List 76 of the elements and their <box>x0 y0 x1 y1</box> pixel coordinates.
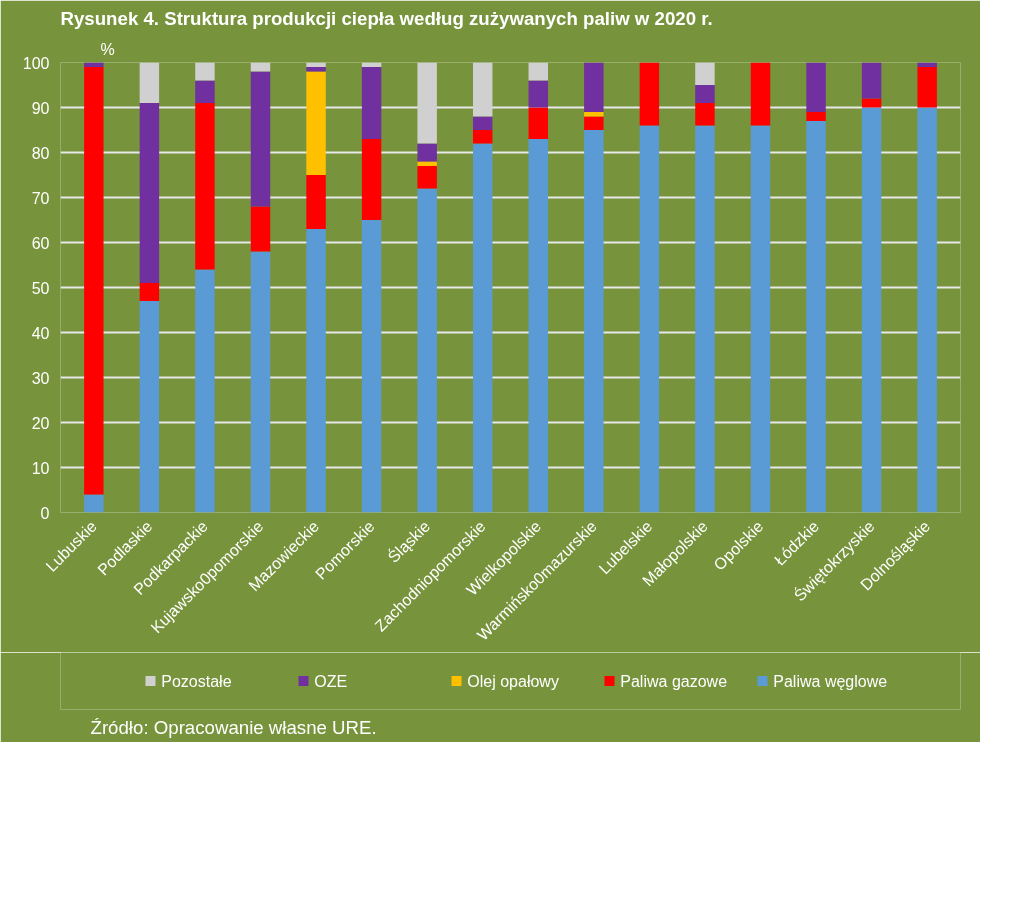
bar <box>195 103 215 270</box>
bar <box>84 62 104 67</box>
bar <box>861 98 882 108</box>
bar <box>417 166 437 189</box>
bar <box>195 269 215 513</box>
bar <box>528 139 548 513</box>
bar <box>306 229 326 513</box>
bar <box>250 206 271 252</box>
legend-label: Olej opałowy <box>467 672 559 690</box>
bar <box>361 220 382 513</box>
y-axis-title: % <box>100 40 115 58</box>
bar <box>473 116 493 130</box>
bar <box>84 67 104 495</box>
bar <box>417 188 437 513</box>
bar <box>195 62 215 81</box>
y-tick-label: 10 <box>31 459 50 477</box>
bar <box>861 62 882 99</box>
bar <box>695 62 715 85</box>
bar <box>584 62 604 112</box>
bar <box>417 161 437 166</box>
bar <box>750 125 771 513</box>
bar <box>250 251 271 513</box>
y-tick-label: 50 <box>31 279 50 297</box>
y-tick-label: 0 <box>40 504 50 522</box>
bar <box>584 116 604 130</box>
bar <box>306 71 326 175</box>
y-tick-label: 40 <box>31 324 50 342</box>
bar <box>473 62 493 117</box>
y-tick-label: 100 <box>22 54 50 72</box>
bar <box>139 301 160 513</box>
bar <box>917 67 937 108</box>
bar <box>306 62 326 67</box>
bar <box>473 143 493 513</box>
legend-label: Paliwa węglowe <box>773 672 888 690</box>
chart-title: Rysunek 4. Struktura produkcji ciepła według zużywanych paliw w 2020 r. <box>60 7 713 29</box>
bar <box>806 62 826 112</box>
bar <box>861 107 882 513</box>
legend-label: OZE <box>314 672 348 690</box>
bar <box>750 62 771 126</box>
bar <box>695 85 715 103</box>
bar <box>917 62 937 67</box>
y-tick-label: 90 <box>31 99 50 117</box>
bar <box>250 62 271 72</box>
bar <box>806 121 826 513</box>
bar <box>417 143 437 162</box>
bar <box>806 112 826 121</box>
y-tick-label: 80 <box>31 144 50 162</box>
text: Źródło: Opracowanie własne URE. <box>90 716 377 738</box>
y-tick-label: 30 <box>31 369 50 387</box>
bar <box>417 62 437 144</box>
bar <box>139 62 160 103</box>
bar <box>528 107 548 139</box>
bar <box>306 67 326 72</box>
bar <box>917 107 937 513</box>
bar <box>584 130 604 513</box>
bar <box>139 103 160 283</box>
y-tick-label: 60 <box>31 234 50 252</box>
bar <box>84 494 104 513</box>
y-tick-label: 70 <box>31 189 50 207</box>
bar <box>639 125 660 513</box>
bar <box>250 71 271 207</box>
bar <box>695 103 715 126</box>
legend-label: Pozostałe <box>161 672 232 690</box>
bar <box>584 112 604 117</box>
legend-label: Paliwa gazowe <box>620 672 728 690</box>
bar <box>195 80 215 103</box>
bar <box>139 283 160 301</box>
bar <box>528 62 548 81</box>
bar <box>306 175 326 229</box>
bar <box>473 130 493 144</box>
y-tick-label: 20 <box>31 414 50 432</box>
bar <box>695 125 715 513</box>
bar <box>361 139 382 220</box>
bar <box>639 62 660 126</box>
bar <box>528 80 548 108</box>
bar <box>361 67 382 139</box>
